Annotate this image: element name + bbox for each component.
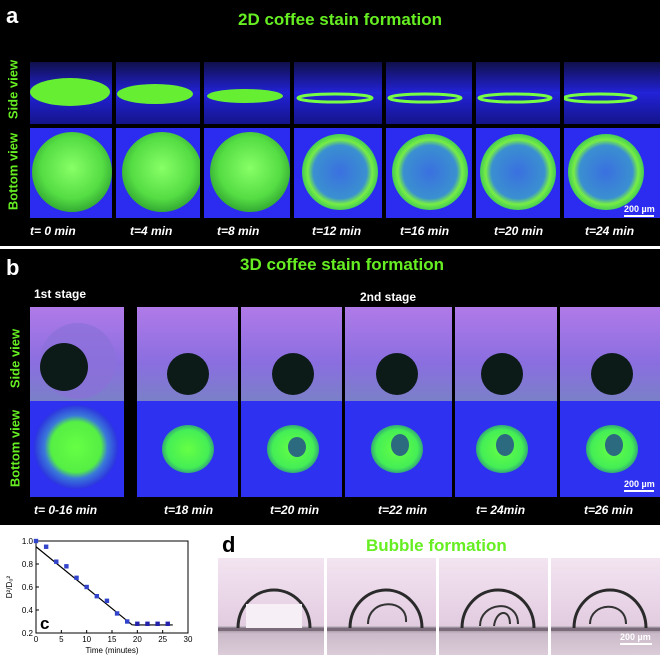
y-axis-label: D²/D₀² — [5, 575, 14, 598]
panel-b-title: 3D coffee stain formation — [240, 255, 445, 274]
panel-a-time-label: t=24 min — [585, 224, 635, 238]
plateau-point — [135, 621, 140, 626]
panel-b-time-label: t=20 min — [270, 503, 320, 517]
panel-b-time-label: t=18 min — [164, 503, 214, 517]
panel-a-time-label: t= 0 min — [30, 224, 76, 238]
data-point — [43, 544, 49, 549]
panel-b-stage1: 1st stage — [34, 287, 87, 301]
x-axis-label: Time (minutes) — [85, 646, 138, 655]
y-tick-label: 0.6 — [22, 583, 34, 592]
plot-frame — [35, 540, 189, 634]
panel-b-time-label: t=22 min — [378, 503, 428, 517]
data-point — [33, 538, 39, 544]
panel-a-time-label: t=12 min — [312, 224, 362, 238]
panel-a-scale-bar — [624, 215, 654, 217]
panel-b-time-label: t= 0-16 min — [34, 503, 98, 517]
panel-b-time-label: t= 24min — [476, 503, 526, 517]
x-tick-label: 10 — [82, 635, 91, 644]
panel-a-title: 2D coffee stain formation — [238, 10, 443, 29]
data-point — [94, 594, 99, 599]
panel-a-scale-text: 200 µm — [624, 204, 655, 214]
panel-b-label: b — [6, 255, 20, 280]
data-point — [54, 559, 59, 564]
data-point — [84, 584, 89, 590]
y-tick-label: 0.8 — [22, 560, 34, 569]
data-point — [64, 564, 69, 569]
x-tick-label: 20 — [133, 635, 142, 644]
y-tick-label: 1.0 — [22, 537, 34, 546]
x-tick-label: 15 — [108, 635, 117, 644]
panel-b-scale-text: 200 µm — [624, 479, 655, 489]
data-point — [104, 598, 110, 603]
panel-a-time-label: t=16 min — [400, 224, 450, 238]
y-tick-label: 0.4 — [22, 606, 34, 615]
x-tick-label: 30 — [184, 635, 193, 644]
panel-a-time-label: t=8 min — [217, 224, 260, 238]
plateau-point — [155, 621, 160, 626]
panel-c-label: c — [40, 614, 49, 633]
panel-d-scale-bar — [620, 643, 652, 645]
data-point — [125, 619, 130, 624]
panel-a-images — [30, 62, 660, 218]
panel-b: b 3D coffee stain formation 1st stage 2n… — [0, 249, 660, 525]
panel-d-label: d — [222, 532, 236, 557]
x-tick-label: 5 — [59, 635, 64, 644]
panel-a-time-label: t=4 min — [130, 224, 173, 238]
panel-d-title: Bubble formation — [366, 536, 507, 555]
panel-b-time-label: t=26 min — [584, 503, 634, 517]
panel-b-scale-bar — [624, 490, 654, 492]
panel-a-label: a — [6, 3, 19, 28]
plateau-point — [145, 621, 150, 626]
x-tick-label: 25 — [158, 635, 167, 644]
panel-a-time-label: t=20 min — [494, 224, 544, 238]
data-point — [114, 611, 120, 616]
panel-b-images — [30, 307, 660, 497]
y-tick-label: 0.2 — [22, 629, 34, 638]
data-point — [74, 575, 79, 580]
x-tick-label: 0 — [34, 635, 39, 644]
panel-c-chart: 0 5 10 15 20 25 30 0.2 0.4 0.6 0.8 1.0 Time (minute… — [5, 537, 193, 655]
panel-d-images — [218, 558, 660, 655]
panel-d-scale-text: 200 µm — [620, 632, 651, 642]
panel-d: d Bubble formation — [218, 530, 660, 657]
panel-a: a 2D coffee stain formation Side view Bo… — [0, 0, 660, 246]
panel-b-stage2: 2nd stage — [360, 290, 417, 304]
plateau-point — [165, 621, 170, 626]
